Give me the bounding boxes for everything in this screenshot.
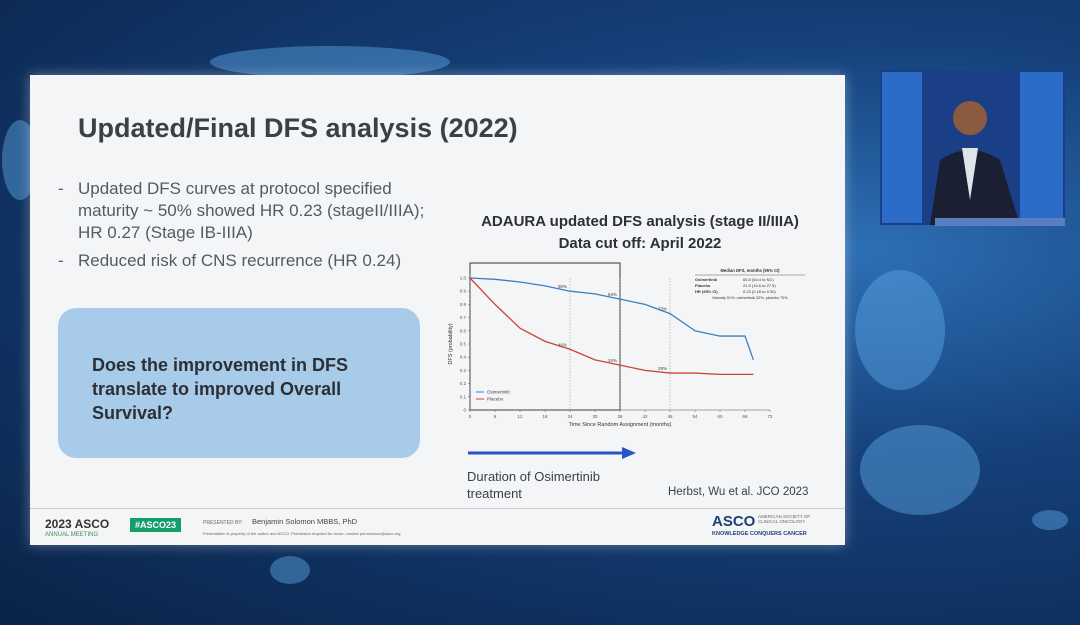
y-tick-label: 0.7	[460, 315, 467, 320]
x-tick-label: 0	[469, 414, 472, 419]
table-cell: 65.8 (54.4 to NC)	[743, 277, 774, 282]
slide-title: Updated/Final DFS analysis (2022)	[78, 113, 518, 143]
presenter: Benjamin Solomon MBBS, PhD	[252, 517, 358, 526]
citation: Herbst, Wu et al. JCO 2023	[668, 486, 809, 498]
series-line	[469, 277, 754, 376]
highlight-box	[469, 262, 621, 411]
logo: ASCO	[712, 513, 756, 530]
x-tick-label: 18	[542, 414, 548, 419]
tagline: KNOWLEDGE CONQUERS CANCER	[712, 531, 807, 537]
y-tick-label: 0.9	[460, 289, 467, 294]
x-tick-label: 36	[617, 414, 623, 419]
x-tick-label: 30	[592, 414, 598, 419]
logo-sub: AMERICAN SOCIETY OF CLINICAL ONCOLOGY	[758, 514, 811, 524]
y-tick-label: 0.5	[460, 342, 467, 347]
x-tick-label: 54	[692, 414, 698, 419]
table-cell: Placebo	[695, 283, 711, 288]
question-box	[58, 308, 420, 458]
table-cell: 21.9 (16.6 to 27.5)	[743, 283, 776, 288]
value-label: 28%	[658, 366, 667, 371]
value-label: 73%	[658, 307, 667, 312]
x-tick-label: 24	[567, 414, 573, 419]
chart-subtitle: Data cut off: April 2022	[558, 235, 722, 252]
legend-label: Placebo	[487, 397, 504, 402]
value-label: 34%	[608, 358, 617, 363]
meeting: 2023 ASCO	[45, 517, 110, 531]
legend-label: Osimertinib	[487, 390, 510, 395]
y-tick-label: 0.8	[460, 302, 467, 307]
x-tick-label: 72	[767, 414, 773, 419]
y-tick-label: 0.3	[460, 368, 467, 373]
table-cell: HR (95% CI)	[695, 289, 718, 294]
chart-heading: ADAURA updated DFS analysis (stage II/II…	[445, 211, 835, 255]
hashtag: #ASCO23	[130, 518, 182, 532]
table-cell: Osimertinib	[695, 277, 718, 282]
chart: 0 0.1 0.2 0.3 0.4 0.5 0.6 0.7 0.8 0.9 1.0 0 6 12 18 24 3…	[448, 262, 805, 428]
table-header: Median DFS, months (95% CI)	[720, 268, 780, 273]
question: Does the improvement in DFS translate to…	[92, 355, 349, 423]
x-tick-label: 42	[642, 414, 648, 419]
x-tick-label: 48	[667, 414, 673, 419]
x-tick-label: 6	[494, 414, 497, 419]
value-label: 46%	[558, 342, 567, 347]
chart-title: ADAURA updated DFS analysis (stage II/II…	[481, 213, 799, 230]
y-axis-label: DFS (probability)	[448, 323, 454, 364]
y-tick-label: 0.6	[460, 328, 467, 333]
y-tick-label: 0	[463, 408, 466, 413]
x-tick-label: 60	[717, 414, 723, 419]
y-tick-label: 0.2	[460, 381, 467, 386]
speaker	[953, 101, 987, 135]
notice: Presentation is property of the author a…	[203, 531, 401, 536]
y-tick-label: 0.1	[460, 394, 467, 399]
slide: Updated/Final DFS analysis (2022) Update…	[30, 75, 845, 545]
arrow-caption: Duration of Osimertinib treatment	[467, 469, 600, 501]
bullet: Updated DFS curves at protocol specified…	[58, 178, 438, 244]
footer: 2023 ASCO ANNUAL MEETING #ASCO23 PRESENT…	[30, 508, 845, 546]
x-tick-label: 12	[517, 414, 523, 419]
bullet-list: Updated DFS curves at protocol specified…	[58, 178, 438, 278]
bullet: Reduced risk of CNS recurrence (HR 0.24)	[58, 250, 438, 272]
y-tick-label: 0.4	[460, 355, 467, 360]
value-label: 84%	[608, 292, 617, 297]
presented-by: PRESENTED BY:	[203, 520, 243, 526]
table-note: Maturity 51%; osimertinib 32%, placebo 7…	[712, 296, 788, 300]
meeting-sub: ANNUAL MEETING	[45, 532, 99, 538]
x-axis-label: Time Since Random Assignment (months)	[569, 422, 672, 428]
arrow	[468, 447, 636, 459]
value-label: 90%	[558, 284, 567, 289]
x-tick-label: 66	[742, 414, 748, 419]
y-tick-label: 1.0	[460, 276, 467, 281]
table-cell: 0.23 (0.18 to 0.30)	[743, 289, 776, 294]
